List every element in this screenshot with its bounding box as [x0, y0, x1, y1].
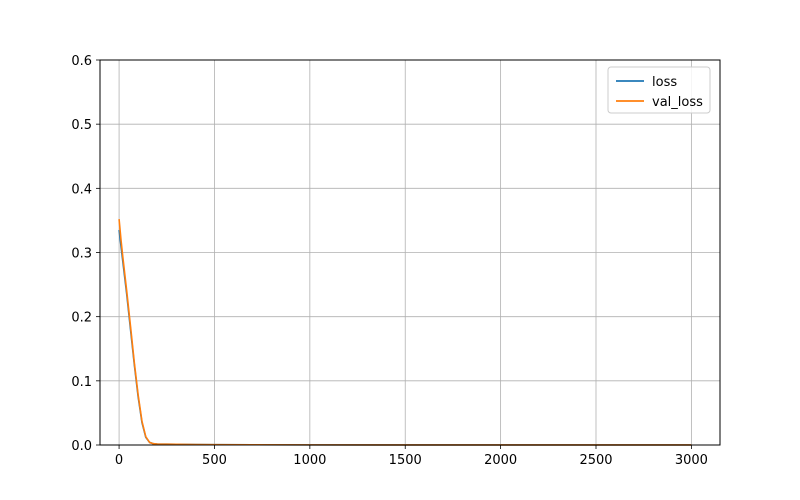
x-tick-label: 2500 — [579, 453, 612, 468]
y-tick-label: 0.0 — [71, 439, 92, 454]
y-tick-label: 0.3 — [71, 247, 92, 262]
x-tick-label: 3000 — [675, 453, 708, 468]
legend-label: loss — [652, 75, 677, 90]
x-tick-label: 1500 — [389, 453, 422, 468]
x-tick-label: 0 — [115, 453, 123, 468]
x-axis: 0 500 1000 1500 2000 2500 3000 — [115, 445, 708, 468]
x-tick-label: 1000 — [293, 453, 326, 468]
y-tick-label: 0.2 — [71, 311, 92, 326]
y-axis: 0.0 0.1 0.2 0.3 0.4 0.5 0.6 — [71, 54, 100, 454]
legend: loss val_loss — [607, 66, 711, 114]
y-tick-label: 0.6 — [71, 54, 92, 69]
x-tick-label: 500 — [202, 453, 227, 468]
y-tick-label: 0.4 — [71, 182, 92, 197]
y-tick-label: 0.5 — [71, 118, 92, 133]
legend-label: val_loss — [652, 95, 703, 110]
y-tick-label: 0.1 — [71, 375, 92, 390]
x-tick-label: 2000 — [484, 453, 517, 468]
